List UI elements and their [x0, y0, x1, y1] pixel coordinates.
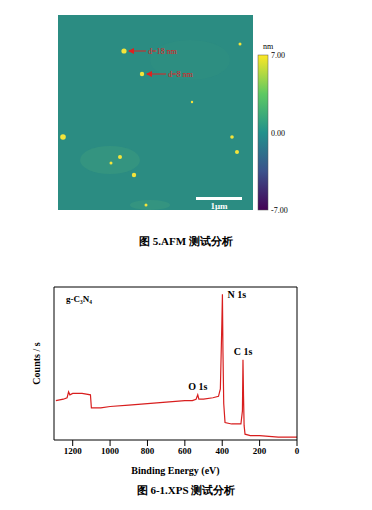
svg-text:0.00: 0.00	[271, 129, 285, 138]
svg-text:C 1s: C 1s	[234, 346, 253, 357]
svg-text:-7.00: -7.00	[271, 206, 288, 215]
svg-text:d=18 nm: d=18 nm	[148, 47, 178, 56]
svg-text:7.00: 7.00	[271, 51, 285, 60]
html-text:图 5.AFM 测试分析: 图 5.AFM 测试分析	[139, 235, 233, 247]
svg-text:0: 0	[295, 446, 300, 456]
svg-text:O 1s: O 1s	[188, 381, 207, 392]
svg-text:Counts / s: Counts / s	[31, 342, 42, 384]
svg-text:400: 400	[215, 446, 229, 456]
svg-text:800: 800	[141, 446, 155, 456]
svg-text:nm: nm	[263, 42, 274, 51]
svg-text:200: 200	[253, 446, 267, 456]
svg-text:N 1s: N 1s	[227, 289, 246, 300]
html-text:g-C₃N₄: g-C₃N₄	[66, 294, 92, 304]
svg-text:1200: 1200	[64, 446, 83, 456]
svg-text:Binding Energy (eV): Binding Energy (eV)	[131, 465, 219, 477]
svg-text:600: 600	[178, 446, 192, 456]
svg-text:1000: 1000	[101, 446, 120, 456]
html-text:图 6-1.XPS 测试分析: 图 6-1.XPS 测试分析	[136, 484, 236, 496]
svg-text:1μm: 1μm	[210, 201, 228, 211]
svg-text:d=8 nm: d=8 nm	[168, 70, 194, 79]
